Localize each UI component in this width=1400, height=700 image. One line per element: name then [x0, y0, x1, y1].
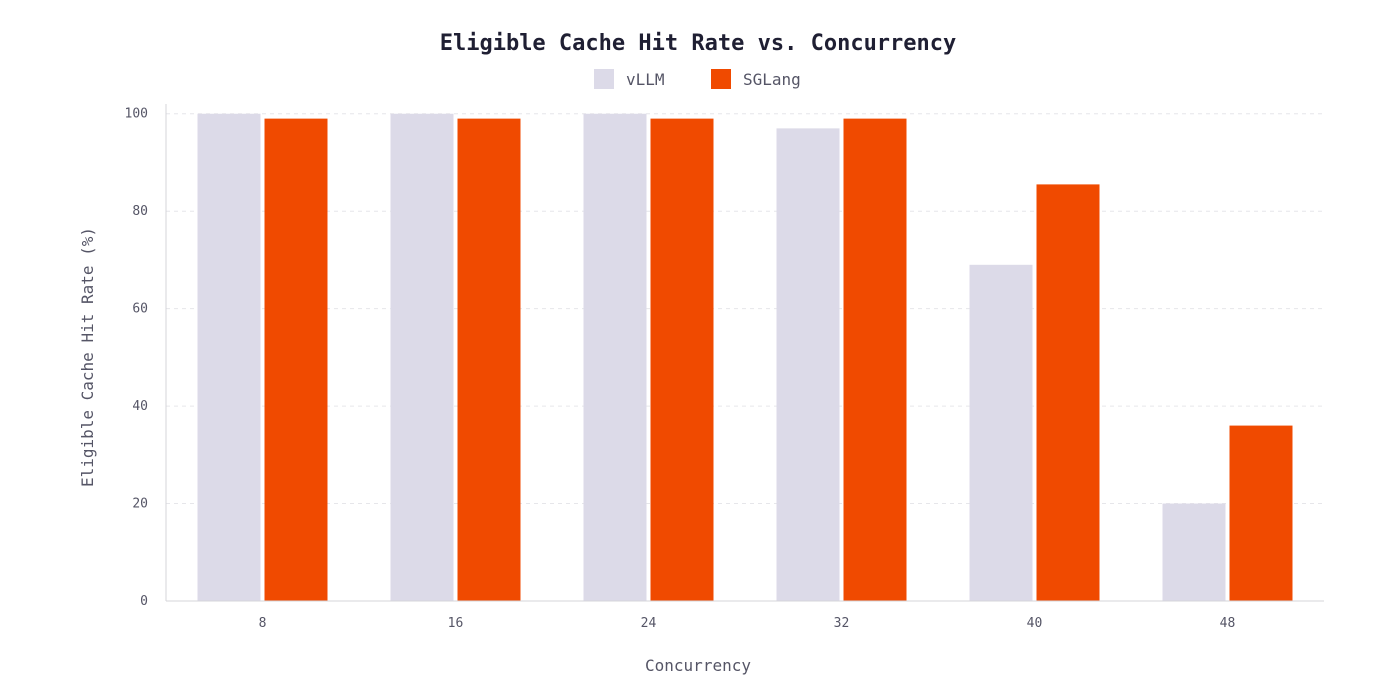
bar-vllm-24[interactable] — [583, 113, 647, 602]
legend-item-sglang[interactable]: SGLang — [711, 69, 801, 89]
x-tick-labels: 8 16 24 32 40 48 — [259, 616, 1236, 631]
bar-vllm-8[interactable] — [197, 113, 261, 602]
legend-label-vllm: vLLM — [626, 70, 665, 89]
legend-swatch-vllm — [594, 69, 614, 89]
x-tick-label-8: 8 — [259, 616, 267, 631]
bar-vllm-48[interactable] — [1162, 503, 1226, 601]
bar-group-40 — [969, 184, 1100, 601]
bar-group-32 — [776, 118, 907, 602]
legend-swatch-sglang — [711, 69, 731, 89]
legend: vLLM SGLang — [594, 69, 801, 89]
chart-title: Eligible Cache Hit Rate vs. Concurrency — [440, 31, 957, 56]
bar-group-24 — [583, 113, 714, 602]
x-tick-label-24: 24 — [641, 616, 657, 631]
y-tick-label-40: 40 — [132, 399, 148, 414]
x-tick-label-16: 16 — [448, 616, 464, 631]
bar-sglang-32[interactable] — [843, 118, 907, 601]
x-tick-label-32: 32 — [834, 616, 850, 631]
bar-group-16 — [390, 113, 521, 602]
bar-sglang-48[interactable] — [1229, 425, 1293, 601]
y-tick-label-60: 60 — [132, 302, 148, 317]
bar-vllm-16[interactable] — [390, 113, 454, 602]
y-tick-label-80: 80 — [132, 204, 148, 219]
bars — [197, 113, 1293, 602]
bar-sglang-8[interactable] — [264, 118, 328, 601]
y-tick-label-20: 20 — [132, 497, 148, 512]
bar-group-8 — [197, 113, 328, 602]
x-tick-label-40: 40 — [1027, 616, 1043, 631]
bar-sglang-40[interactable] — [1036, 184, 1100, 601]
y-tick-label-100: 100 — [125, 107, 148, 122]
x-tick-label-48: 48 — [1220, 616, 1236, 631]
y-tick-label-0: 0 — [140, 594, 148, 609]
bar-vllm-32[interactable] — [776, 128, 840, 602]
bar-sglang-24[interactable] — [650, 118, 714, 601]
bar-vllm-40[interactable] — [969, 264, 1033, 601]
y-tick-labels: 0 20 40 60 80 100 — [125, 107, 148, 609]
bar-group-48 — [1162, 425, 1293, 601]
legend-item-vllm[interactable]: vLLM — [594, 69, 665, 89]
bar-sglang-16[interactable] — [457, 118, 521, 601]
y-axis-title: Eligible Cache Hit Rate (%) — [78, 227, 97, 487]
legend-label-sglang: SGLang — [743, 70, 801, 89]
axes — [165, 104, 1324, 602]
x-axis-title: Concurrency — [645, 656, 751, 675]
grid-lines — [166, 113, 1324, 505]
